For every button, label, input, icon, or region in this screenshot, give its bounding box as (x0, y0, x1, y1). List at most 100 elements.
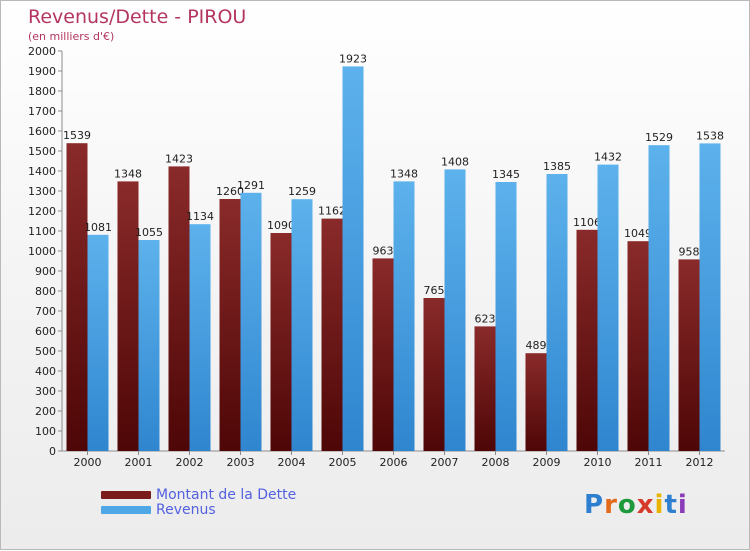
x-tick-label: 2008 (482, 456, 510, 469)
x-tick-label: 2005 (329, 456, 357, 469)
y-tick-label: 800 (35, 285, 56, 298)
logo-letter: r (604, 490, 618, 520)
bar-revenus (699, 143, 721, 451)
y-tick-label: 100 (35, 425, 56, 438)
chart-legend: Montant de la Dette Revenus (101, 486, 297, 518)
y-tick-label: 1900 (28, 65, 56, 78)
data-label-revenus: 1432 (594, 151, 622, 164)
data-label-revenus: 1408 (441, 155, 469, 168)
y-tick-label: 1400 (28, 165, 56, 178)
data-label-revenus: 1348 (390, 167, 418, 180)
x-tick-label: 2000 (74, 456, 102, 469)
logo-letter: i (677, 490, 688, 520)
y-tick-label: 1100 (28, 225, 56, 238)
y-tick-label: 1000 (28, 245, 56, 258)
y-tick-label: 600 (35, 325, 56, 338)
y-tick-label: 1800 (28, 85, 56, 98)
data-label-dette: 623 (475, 312, 496, 325)
bar-dette (66, 143, 88, 451)
legend-label-revenus: Revenus (156, 501, 216, 518)
y-tick-label: 700 (35, 305, 56, 318)
legend-label-dette: Montant de la Dette (156, 486, 297, 503)
y-tick-label: 1700 (28, 105, 56, 118)
bar-dette (321, 218, 343, 451)
data-label-dette: 1106 (573, 216, 601, 229)
x-tick-label: 2003 (227, 456, 255, 469)
y-tick-label: 2000 (28, 45, 56, 58)
y-tick-label: 200 (35, 405, 56, 418)
data-label-revenus: 1385 (543, 160, 571, 173)
data-label-dette: 1162 (318, 205, 346, 218)
data-label-dette: 1423 (165, 152, 193, 165)
proxiti-logo: Proxiti (584, 490, 688, 520)
y-tick-label: 400 (35, 365, 56, 378)
data-label-dette: 1348 (114, 167, 142, 180)
data-label-revenus: 1923 (339, 52, 367, 65)
x-tick-label: 2007 (431, 456, 459, 469)
legend-swatch-revenus (101, 505, 151, 514)
y-tick-label: 0 (49, 445, 56, 458)
bar-revenus (495, 182, 517, 451)
bar-revenus (291, 199, 313, 451)
bar-revenus (648, 145, 670, 451)
bar-revenus (342, 66, 364, 452)
y-tick-label: 1300 (28, 185, 56, 198)
bar-revenus (87, 234, 109, 451)
legend-item-dette: Montant de la Dette (101, 486, 297, 503)
bar-revenus (597, 164, 619, 451)
data-label-revenus: 1134 (186, 210, 214, 223)
x-tick-label: 2006 (380, 456, 408, 469)
data-label-revenus: 1291 (237, 179, 265, 192)
data-label-dette: 765 (424, 284, 445, 297)
data-label-revenus: 1538 (696, 129, 724, 142)
data-label-dette: 1260 (216, 185, 244, 198)
bar-dette (219, 199, 241, 451)
bar-revenus (444, 169, 466, 451)
bar-dette (525, 353, 547, 451)
data-label-dette: 1539 (63, 129, 91, 142)
y-tick-label: 300 (35, 385, 56, 398)
chart-title: Revenus/Dette - PIROU (28, 6, 247, 28)
data-label-dette: 1090 (267, 219, 295, 232)
x-tick-label: 2004 (278, 456, 306, 469)
bar-revenus (393, 181, 415, 451)
chart-subtitle: (en milliers d'€) (28, 30, 115, 43)
bar-dette (627, 241, 649, 451)
data-label-revenus: 1055 (135, 226, 163, 239)
data-label-revenus: 1081 (84, 221, 112, 234)
bar-dette (372, 258, 394, 451)
bar-dette (576, 229, 598, 451)
data-label-revenus: 1345 (492, 168, 520, 181)
bar-revenus (240, 192, 262, 452)
legend-item-revenus: Revenus (101, 501, 296, 518)
x-tick-label: 2001 (125, 456, 153, 469)
bar-dette (270, 233, 292, 451)
bar-dette (678, 259, 700, 451)
bar-dette (474, 326, 496, 451)
logo-letter: P (584, 490, 605, 520)
y-tick-label: 1600 (28, 125, 56, 138)
data-label-dette: 489 (526, 339, 547, 352)
data-label-revenus: 1529 (645, 131, 673, 144)
bar-revenus (189, 224, 211, 451)
y-tick-label: 1500 (28, 145, 56, 158)
data-label-dette: 963 (373, 244, 394, 257)
bar-revenus (546, 174, 568, 451)
data-label-revenus: 1259 (288, 185, 316, 198)
logo-letter: t (664, 490, 678, 520)
legend-swatch-dette (101, 490, 151, 499)
x-tick-label: 2002 (176, 456, 204, 469)
bar-dette (423, 298, 445, 451)
y-tick-label: 900 (35, 265, 56, 278)
logo-letter: i (654, 490, 665, 520)
bar-dette (117, 181, 139, 451)
logo-letter: o (617, 490, 637, 520)
bar-dette (168, 166, 190, 451)
x-tick-label: 2010 (584, 456, 612, 469)
data-label-dette: 958 (679, 245, 700, 258)
y-tick-label: 500 (35, 345, 56, 358)
x-tick-label: 2009 (533, 456, 561, 469)
logo-letter: x (636, 490, 655, 520)
